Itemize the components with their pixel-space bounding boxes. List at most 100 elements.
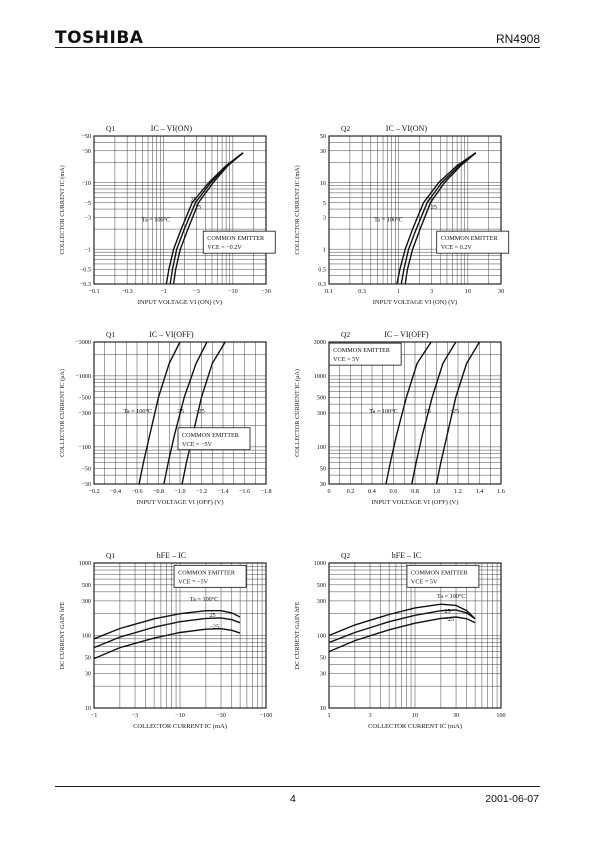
series-label: 25 [190,196,196,203]
y-tick-label: 500 [317,582,326,589]
y-tick-label: 10 [85,705,91,712]
note-box [406,564,480,588]
series-line [172,152,244,285]
y-tick-label: −30 [81,481,91,488]
chart-q1-ic-vion: −0.1 −0.3 −1 −3 −10 −30−0.3−0.5−1−3−5−10−30−5… [59,124,276,306]
y-tick-label: −500 [78,394,91,401]
y-axis-label: COLLECTOR CURRENT IC (mA) [294,165,301,254]
plot-frame [328,135,502,285]
brand-logo: TOSHIBA [55,28,144,48]
x-tick-label: −3 [193,288,200,295]
series-label: Ta = 100°C [369,408,398,415]
plot-frame [328,341,502,485]
x-tick-label: −0.1 [88,288,99,295]
y-tick-label: 300 [317,410,326,417]
series-label: Ta = 100°C [123,408,152,415]
y-tick-label: 0.5 [318,266,326,273]
y-tick-label: 100 [317,444,326,451]
y-tick-label: 30 [320,671,326,678]
x-axis-label: COLLECTOR CURRENT IC (mA) [368,723,462,730]
x-tick-label: 100 [496,712,505,719]
note-text: VCE = 5V [411,578,438,585]
series-line [93,627,241,660]
chart-q1-hfe-ic: −1 −3 −10 −30 −100 10 30 50 100 300 500 1000 Q1 hFE –… [59,551,273,730]
series-line [93,617,241,649]
y-axis-label: DC CURRENT GAIN hFE [59,601,66,669]
series-line [328,616,476,653]
x-tick-label: 0 [327,488,330,495]
y-tick-label: −5 [84,200,91,207]
series-label: Ta = 100°C [374,217,403,224]
panel-label: Q2 [341,124,350,133]
x-tick-label: 3 [368,712,371,719]
y-axis-label: COLLECTOR CURRENT IC (mA) [59,165,66,254]
series-line [169,152,244,285]
page-number: 4 [290,793,296,805]
series-label: −25 [209,623,219,630]
y-tick-label: −30 [81,148,91,155]
x-tick-label: 3 [430,288,433,295]
y-tick-label: −100 [78,444,91,451]
panel-label: Q1 [106,330,115,339]
x-tick-label: −3 [132,712,139,719]
y-tick-label: 100 [82,633,91,640]
series-line [93,610,241,640]
x-tick-label: 0.4 [368,488,376,495]
note-text: COMMON EMITTER [411,569,469,576]
x-tick-label: −1 [160,288,167,295]
chart-title: IC – VI(OFF) [384,330,429,339]
y-tick-label: 0.3 [318,281,326,288]
y-tick-label: 30 [320,148,326,155]
x-tick-label: −1 [91,712,98,719]
panel-label: Q2 [341,551,350,560]
x-tick-label: 0.8 [411,488,419,495]
y-tick-label: 30 [320,481,326,488]
y-tick-label: 5 [323,200,326,207]
note-box [436,230,510,254]
y-tick-label: 10 [320,180,326,187]
series-line [181,341,226,485]
part-number: RN4908 [495,32,540,46]
y-tick-label: 500 [317,394,326,401]
y-axis-label: COLLECTOR CURRENT IC (μA) [294,369,301,457]
series-label: −25 [444,616,454,623]
note-text: COMMON EMITTER [182,432,240,439]
chart-title: IC – VI(OFF) [149,330,194,339]
y-tick-label: 500 [82,582,91,589]
x-axis-label: INPUT VOLTAGE VI (OFF) (V) [137,499,224,506]
series-label: Ta = 100°C [190,596,219,603]
y-tick-label: 30 [85,671,91,678]
y-tick-label: −1000 [75,373,91,380]
y-tick-label: 300 [82,598,91,605]
note-text: COMMON EMITTER [333,347,391,354]
x-axis-label: COLLECTOR CURRENT IC (mA) [133,723,227,730]
x-tick-label: −1.4 [217,488,228,495]
series-line [411,341,457,485]
series-label: 25 [178,408,184,415]
footer-rule [55,786,540,787]
x-tick-label: −1.8 [260,488,271,495]
x-tick-label: 1 [327,712,330,719]
note-text: COMMON EMITTER [178,569,236,576]
x-tick-label: 30 [498,288,504,295]
x-tick-label: −10 [228,288,238,295]
x-tick-label: −1.6 [239,488,250,495]
y-tick-label: 300 [317,598,326,605]
note-box [173,564,247,588]
series-label: 25 [425,408,431,415]
series-line [328,609,476,644]
panel-label: Q2 [341,330,350,339]
y-tick-label: −3 [84,215,91,222]
x-tick-label: −1.2 [196,488,207,495]
x-tick-label: −100 [260,712,273,719]
footer-date: 2001-06-07 [485,793,539,805]
series-label: Ta = 100°C [437,593,466,600]
plot-frame [93,135,267,285]
series-label: 25 [427,196,433,203]
series-line [165,152,244,285]
x-axis-label: INPUT VOLTAGE VI (ON) (V) [373,299,457,306]
series-label: 25 [444,608,450,615]
x-tick-label: −1.0 [174,488,185,495]
note-text: VCE = −5V [178,578,209,585]
